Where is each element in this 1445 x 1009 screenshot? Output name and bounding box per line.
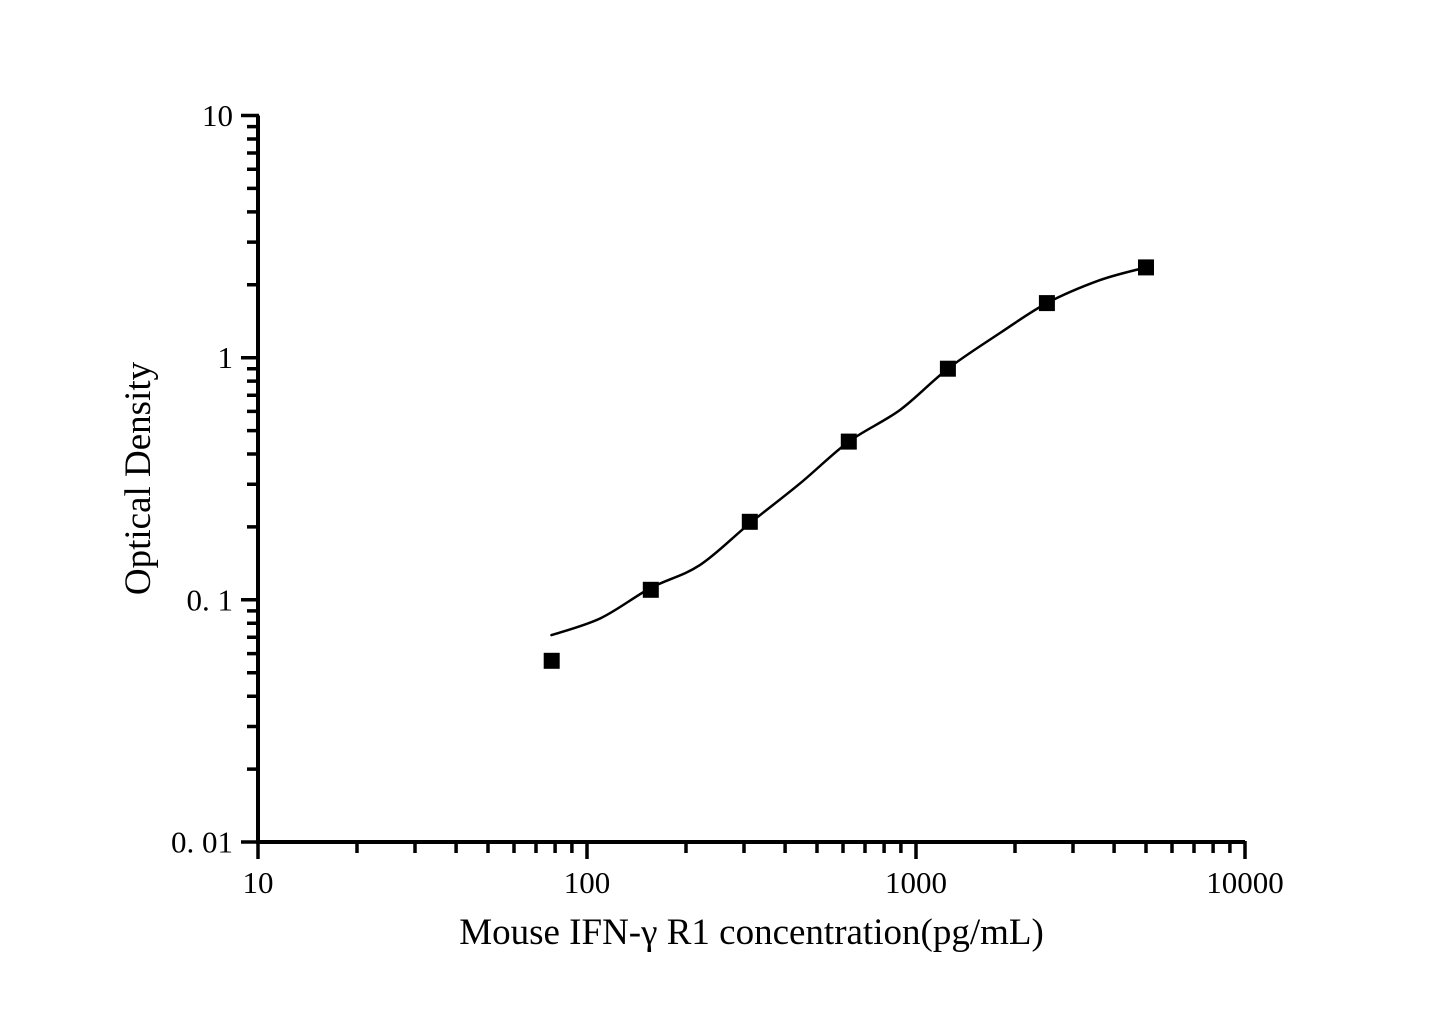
- fit-curve-line: [550, 266, 1148, 637]
- y-axis-title: Optical Density: [118, 361, 159, 595]
- data-point-square: [741, 513, 758, 530]
- data-point-square: [840, 433, 857, 450]
- x-axis-title: Mouse IFN-γ R1 concentration(pg/mL): [459, 912, 1044, 953]
- axes-spines: [256, 115, 1245, 844]
- y-tick-label: 0. 1: [187, 582, 234, 617]
- minor-ticks: [247, 124, 1232, 853]
- x-tick-label: 10: [243, 865, 274, 900]
- data-point-square: [543, 652, 560, 669]
- tick-labels: 10 100 1000 10000 0. 01 0. 1 1 10: [171, 98, 1284, 900]
- y-tick-label: 10: [202, 98, 233, 133]
- y-tick-label: 1: [218, 340, 234, 375]
- y-tick-label: 0. 01: [171, 825, 233, 860]
- data-point-square: [939, 360, 956, 377]
- x-tick-label: 100: [564, 865, 611, 900]
- x-tick-label: 10000: [1206, 865, 1284, 900]
- data-point-square: [642, 581, 659, 598]
- data-point-square: [1138, 259, 1154, 276]
- x-tick-label: 1000: [885, 865, 947, 900]
- major-tick-marks: [241, 113, 1247, 859]
- data-points: [543, 259, 1154, 669]
- data-point-square: [1038, 295, 1055, 312]
- minor-tick-marks: [247, 124, 1232, 853]
- major-ticks: [241, 113, 1247, 859]
